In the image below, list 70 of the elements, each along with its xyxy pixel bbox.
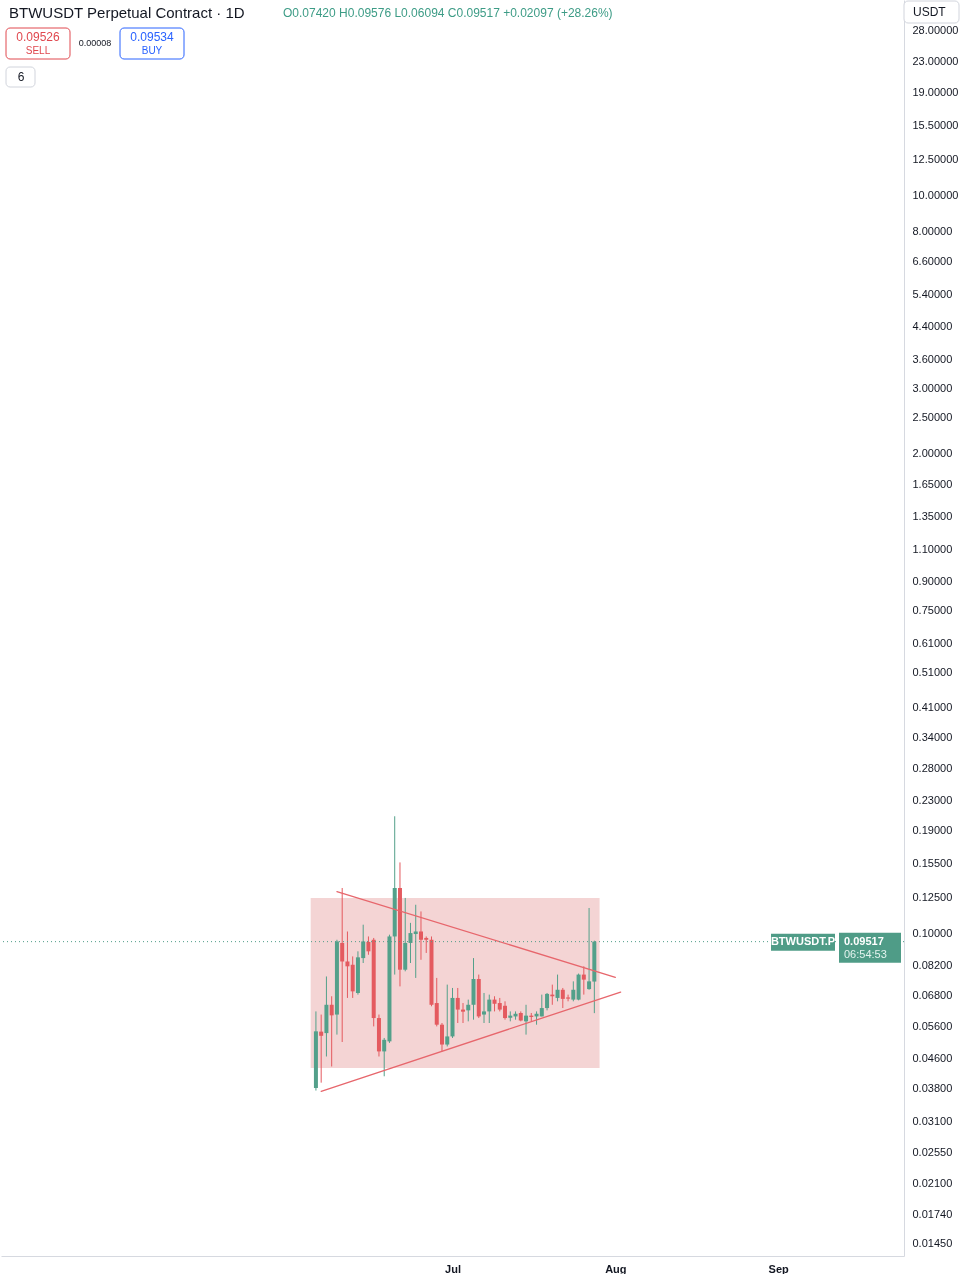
y-tick-label: 0.19000	[912, 824, 953, 837]
y-tick-label: 2.50000	[912, 411, 953, 424]
y-tick-label: 0.10000	[912, 927, 953, 940]
y-tick-label: 0.61000	[912, 637, 953, 650]
y-tick-label: 0.51000	[912, 665, 953, 678]
y-tick-label: 0.90000	[912, 574, 953, 587]
candlestick	[366, 935, 371, 956]
candlestick	[571, 980, 576, 1002]
annotation: 06:54:53	[844, 947, 887, 960]
candlestick	[445, 984, 450, 1047]
annotation: O0.07420 H0.09576 L0.06094 C0.09517 +0.02097 (+28.26%)	[283, 6, 613, 20]
y-tick-label: 3.60000	[912, 352, 953, 365]
candlestick	[329, 995, 334, 1067]
annotation: 0.09534	[130, 30, 175, 44]
candlestick	[466, 999, 471, 1022]
y-tick-label: 4.40000	[912, 320, 953, 333]
y-tick-label: 28.00000	[912, 23, 959, 36]
candlestick	[461, 1002, 466, 1024]
y-tick-label: 0.02550	[912, 1146, 953, 1159]
y-tick-label: 15.50000	[912, 118, 959, 131]
candlestick	[487, 994, 492, 1024]
annotation: 0.00008	[78, 38, 112, 48]
y-tick-label: 0.04600	[912, 1051, 953, 1064]
y-tick-label: 0.02100	[912, 1177, 953, 1190]
y-tick-label: 0.03800	[912, 1082, 953, 1095]
candlestick	[455, 987, 460, 1024]
y-tick-label: 0.03100	[912, 1115, 953, 1128]
y-tick-label: 0.41000	[912, 700, 953, 713]
y-tick-label: 0.06800	[912, 989, 953, 1002]
y-tick-label: 0.05600	[912, 1020, 953, 1033]
candlestick	[434, 977, 439, 1027]
y-tick-label: 3.00000	[912, 381, 953, 394]
x-tick-label: Jul	[445, 1262, 461, 1275]
text: USDT	[913, 5, 947, 19]
y-tick-label: 0.15500	[912, 856, 953, 869]
y-tick-label: 1.35000	[912, 509, 953, 522]
x-tick-label: Aug	[605, 1262, 627, 1275]
candlestick	[345, 930, 350, 999]
candlestick	[482, 992, 487, 1024]
y-tick-label: 23.00000	[912, 55, 959, 68]
y-tick-label: 1.65000	[912, 477, 953, 490]
x-tick-label: Sep	[768, 1262, 790, 1275]
y-tick-label: 0.75000	[912, 604, 953, 617]
y-tick-label: 1.10000	[912, 542, 953, 555]
annotation: SELL	[25, 45, 51, 56]
y-tick-label: 0.12500	[912, 891, 953, 904]
annotation: BUY	[141, 45, 163, 56]
y-tick-label: 0.28000	[912, 762, 953, 775]
chart-title: BTWUSDT Perpetual Contract · 1D	[9, 4, 245, 21]
y-tick-label: 0.01740	[912, 1207, 953, 1220]
candlestick	[439, 1022, 444, 1052]
y-tick-label: 2.00000	[912, 446, 953, 459]
y-tick-label: 6.60000	[912, 255, 953, 268]
y-tick-label: 12.50000	[912, 153, 959, 165]
annotation: 0.09526	[16, 30, 61, 44]
y-tick-label: 5.40000	[912, 287, 953, 300]
ref-line-label: 0.09517	[844, 934, 884, 947]
y-tick-label: 0.23000	[912, 793, 953, 806]
annotation: 6	[17, 70, 25, 84]
y-tick-label: 0.08200	[912, 959, 953, 972]
y-tick-label: 0.01450	[912, 1236, 953, 1249]
y-tick-label: 19.00000	[912, 85, 959, 98]
candlestick	[319, 1014, 324, 1084]
y-tick-label: 10.00000	[912, 188, 959, 201]
y-tick-label: 8.00000	[912, 224, 953, 237]
candlestick	[555, 974, 560, 1002]
y-tick-label: 0.34000	[912, 730, 953, 743]
annotation: BTWUSDT.P	[770, 934, 836, 947]
candlestick	[340, 887, 345, 1043]
candlestick	[581, 965, 586, 996]
